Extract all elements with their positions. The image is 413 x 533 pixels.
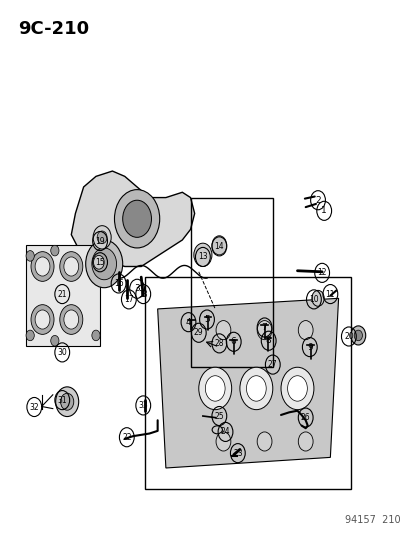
Text: 9C-210: 9C-210 [18,20,89,38]
Circle shape [311,290,323,306]
Circle shape [51,245,59,256]
Text: 16: 16 [114,279,123,288]
Circle shape [92,330,100,341]
Text: 28: 28 [214,339,223,348]
PathPatch shape [157,298,338,468]
Text: 15: 15 [95,258,104,266]
Text: 27: 27 [267,360,277,369]
Text: 14: 14 [214,242,223,251]
Circle shape [193,243,211,266]
Circle shape [64,310,78,329]
PathPatch shape [71,171,194,266]
Circle shape [350,326,365,345]
Text: 94157  210: 94157 210 [344,515,399,525]
Text: 31: 31 [57,395,67,405]
Circle shape [216,432,230,451]
Circle shape [26,330,34,341]
Circle shape [93,225,111,249]
Text: 22: 22 [122,433,131,442]
Text: 6: 6 [230,337,236,346]
Circle shape [26,251,34,261]
Circle shape [205,376,225,401]
Text: 20: 20 [343,332,353,341]
Circle shape [198,367,231,410]
Text: 13: 13 [197,253,207,262]
Circle shape [239,367,272,410]
Text: 17: 17 [124,295,133,304]
Text: 19: 19 [95,237,104,246]
Circle shape [35,310,50,329]
Text: 1: 1 [320,206,326,215]
Text: 29: 29 [194,328,203,337]
Text: 12: 12 [317,268,326,277]
Text: 23: 23 [233,449,242,458]
Circle shape [298,432,312,451]
PathPatch shape [26,245,100,346]
Text: 33: 33 [138,401,148,410]
Circle shape [59,252,83,281]
Circle shape [216,320,230,340]
Text: 5: 5 [204,315,209,324]
Circle shape [64,257,78,276]
Circle shape [211,236,226,255]
Circle shape [59,305,83,334]
Circle shape [287,376,306,401]
Circle shape [298,320,312,340]
Text: 10: 10 [309,295,318,304]
Text: 3: 3 [134,284,140,293]
Circle shape [114,190,159,248]
Circle shape [246,376,266,401]
Circle shape [122,200,151,237]
Circle shape [85,240,122,288]
Circle shape [93,255,104,269]
Circle shape [55,387,78,417]
Text: 7: 7 [261,323,267,332]
Circle shape [31,305,54,334]
Text: 18: 18 [138,289,148,298]
Circle shape [256,320,271,340]
Text: 8: 8 [265,336,271,345]
Text: 4: 4 [185,318,191,327]
Text: 11: 11 [325,289,334,298]
Circle shape [97,231,107,244]
Circle shape [31,252,54,281]
Text: 30: 30 [57,348,67,357]
Text: 21: 21 [57,289,67,298]
Text: 32: 32 [29,402,39,411]
Text: 26: 26 [300,413,310,422]
Text: 2: 2 [314,196,320,205]
Text: 25: 25 [214,411,223,421]
Text: 9: 9 [306,343,312,352]
Circle shape [92,251,100,261]
Circle shape [256,432,271,451]
Circle shape [92,248,116,280]
Circle shape [280,367,313,410]
Circle shape [354,330,361,341]
Circle shape [35,257,50,276]
Text: 24: 24 [220,427,230,437]
Circle shape [51,335,59,346]
Circle shape [60,393,74,410]
